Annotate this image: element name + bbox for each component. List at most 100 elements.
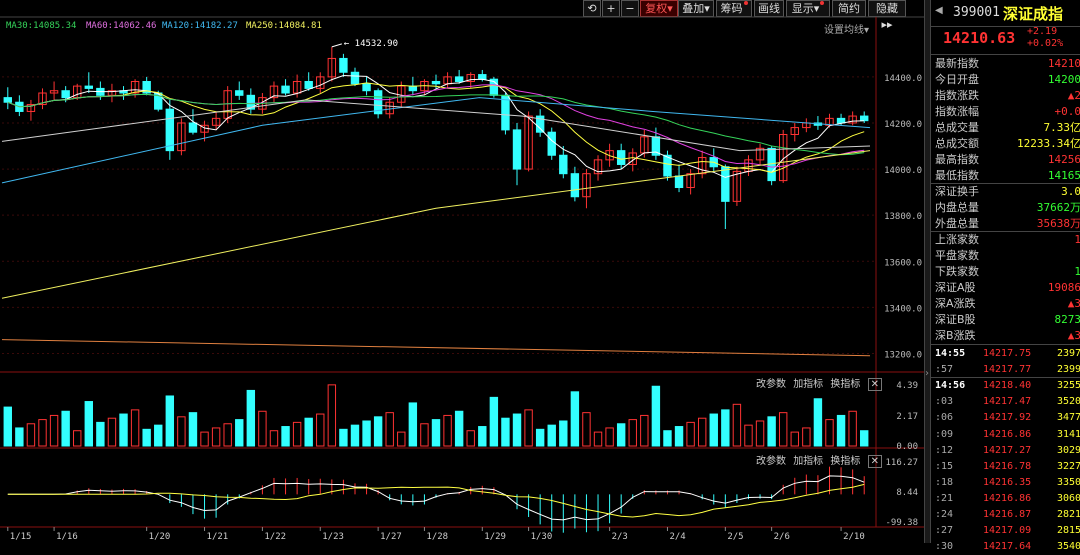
volume-bar <box>385 412 394 447</box>
quote-row-value: ▲3 <box>1067 297 1080 310</box>
macd-adjust-button[interactable]: 改参数 <box>756 456 786 467</box>
volume-bar <box>420 423 429 447</box>
quote-row: 指数涨幅 +0.0 <box>935 104 1080 120</box>
macd-add-indicator-button[interactable]: 加指标 <box>793 456 824 467</box>
tick-price: 14217.75 <box>983 348 1032 359</box>
candle-body <box>246 94 256 110</box>
tick-volume: 2399 <box>1057 364 1080 376</box>
peak-marker <box>331 43 342 48</box>
tick-price: 14216.78 <box>983 460 1032 472</box>
volume-bar <box>628 419 637 447</box>
volume-bar <box>269 430 279 447</box>
volume-bar <box>397 431 406 447</box>
vol-add-indicator-button[interactable]: 加指标 <box>793 379 824 390</box>
quote-row-value: 35638万 <box>1036 217 1080 230</box>
volume-bar <box>582 412 591 447</box>
huaxian-label: 画线 <box>758 2 780 15</box>
volume-bar <box>49 414 59 447</box>
quote-row-label: 最低指数 <box>935 169 979 182</box>
volume-bar <box>38 419 47 447</box>
quote-row: 深A涨跌 ▲3 <box>935 296 1080 312</box>
volume-bar <box>107 417 117 447</box>
tick-price: 14217.92 <box>983 412 1032 424</box>
volume-bar <box>200 431 209 447</box>
volume-bar <box>524 409 533 447</box>
candle-body <box>663 154 672 177</box>
volume-bar <box>119 413 128 447</box>
divider-line <box>931 231 1080 232</box>
volume-bar <box>165 395 175 447</box>
price-axis-tick: 14400.0 <box>884 74 922 84</box>
collapse-arrow-icon[interactable]: › <box>925 368 929 379</box>
candle-body <box>454 76 464 82</box>
macd-close-icon[interactable]: ✕ <box>867 455 882 468</box>
candle-body <box>686 173 695 189</box>
volume-bar <box>616 423 626 447</box>
quote-row-label: 最高指数 <box>935 153 979 166</box>
quote-row: 深证换手 3.0 <box>935 184 1080 200</box>
vol-adjust-button[interactable]: 改参数 <box>756 379 786 390</box>
volume-bar <box>443 414 452 447</box>
volume-bar <box>235 419 244 447</box>
tick-volume: 2815 <box>1057 525 1080 537</box>
panel-divider[interactable]: › <box>924 0 931 543</box>
candle-body <box>848 115 857 124</box>
candle-body <box>3 97 12 103</box>
candle-body <box>362 83 371 92</box>
quote-row-value: 12233.34亿 <box>1017 137 1080 150</box>
quote-row-label: 今日开盘 <box>935 73 979 86</box>
volume-bar <box>686 421 695 447</box>
prev-stock-arrow-icon[interactable]: ◀ <box>935 5 943 16</box>
quote-row-value: 8273 <box>1054 313 1080 326</box>
yincang-label: 隐藏 <box>876 2 898 15</box>
ma250-line <box>1 150 871 299</box>
candle-body <box>616 150 626 165</box>
volume-bar <box>177 416 186 447</box>
candle-body <box>38 92 47 106</box>
vol-switch-indicator-button[interactable]: 换指标 <box>830 379 861 390</box>
volume-bar <box>744 424 753 447</box>
volume-bar <box>489 396 499 447</box>
volume-bar <box>593 431 603 447</box>
macd-switch-indicator-button[interactable]: 换指标 <box>830 456 861 467</box>
candle-body <box>385 101 394 115</box>
huaxian-button[interactable]: 画线 <box>754 0 784 17</box>
quote-row-label: 平盘家数 <box>935 249 979 262</box>
volume-bar <box>501 417 510 447</box>
settings-ma-link[interactable]: 设置均线▾ <box>824 25 870 36</box>
ma-legend-item: MA30:14085.34 <box>6 21 77 31</box>
candle-body <box>697 157 707 175</box>
tick-volume: 3141 <box>1057 428 1080 440</box>
ma10-line <box>7 82 865 173</box>
volume-bar <box>640 414 649 447</box>
yincang-button[interactable]: 隐藏 ▸▸ <box>868 0 906 31</box>
volume-bar <box>802 427 811 447</box>
volume-bar <box>559 420 568 447</box>
tick-time: :24 <box>935 509 954 520</box>
price-axis-tick: 13600.0 <box>884 258 922 268</box>
volume-bar <box>605 427 614 447</box>
candle-body <box>466 74 475 82</box>
kline-chart-area[interactable]: ⟲ + − 复权▾ 叠加▾ 筹码 画线 显示▾ 简约 隐藏 ▸▸ MA30:14… <box>0 0 924 543</box>
macd-axis-tick: 8.44 <box>896 488 918 498</box>
date-axis-tick: 2/4 <box>669 532 685 542</box>
date-axis-tick: 2/3 <box>612 532 628 542</box>
jianyue-button[interactable]: 简约 <box>832 0 866 17</box>
volume-bar <box>188 412 198 447</box>
candle-body <box>431 80 441 85</box>
volume-axis-tick: 0.00 <box>896 442 918 452</box>
xianshi-label: 显示 <box>791 2 814 15</box>
chouma-button[interactable]: 筹码 <box>716 0 752 17</box>
tick-volume: 3540 <box>1057 541 1080 553</box>
zoom-in-button[interactable]: + <box>602 0 620 17</box>
quote-row-value: 1 <box>1074 265 1080 278</box>
tick-row: :18 14216.35 3350 <box>935 475 1080 491</box>
macd-dif-line <box>7 475 865 521</box>
divider-line <box>931 344 1080 345</box>
vol-panel-controls: 改参数 加指标 换指标 ✕ <box>756 375 882 391</box>
vol-close-icon[interactable]: ✕ <box>867 378 882 391</box>
candle-body <box>836 117 846 124</box>
tick-price: 14218.40 <box>983 380 1032 392</box>
candle-body <box>570 173 580 198</box>
volume-bar <box>316 413 325 447</box>
